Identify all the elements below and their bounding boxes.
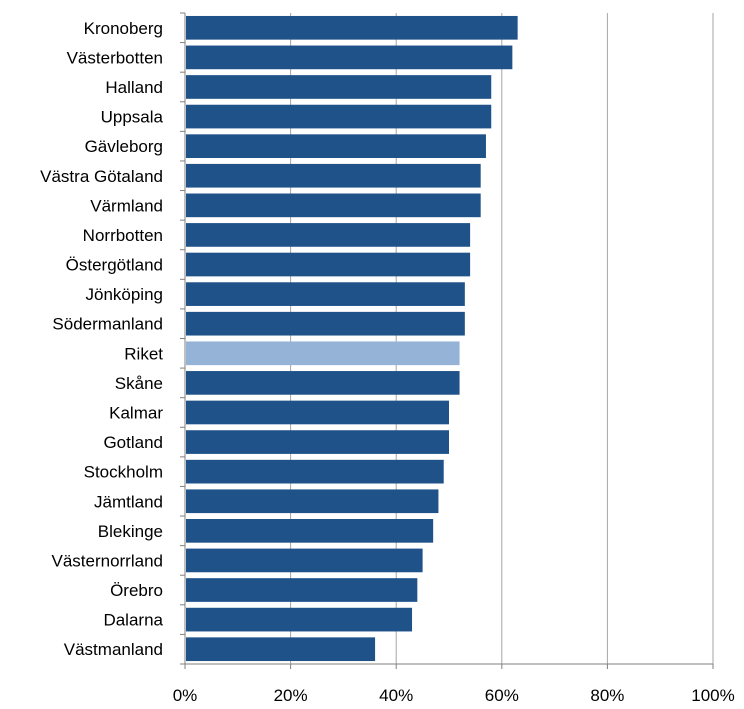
category-label: Jämtland	[94, 492, 163, 511]
bars	[186, 15, 518, 662]
bar-Riket	[186, 341, 460, 366]
category-label: Blekinge	[98, 522, 163, 541]
bar-Jämtland	[186, 489, 439, 514]
bar-Östergötland	[186, 252, 471, 277]
category-label: Gotland	[103, 433, 163, 452]
bar-Västmanland	[186, 637, 376, 662]
bar-Kalmar	[186, 400, 449, 425]
x-tick-label: 80%	[590, 686, 624, 705]
category-label: Uppsala	[101, 108, 164, 127]
bar-Blekinge	[186, 519, 434, 543]
category-label: Jönköping	[85, 285, 163, 304]
category-label: Stockholm	[84, 463, 163, 482]
category-label: Kronoberg	[84, 19, 163, 38]
x-tick-label: 100%	[691, 686, 734, 705]
category-label: Halland	[105, 78, 163, 97]
category-labels: Kronoberg Västerbotten Halland Uppsala Gävle…	[40, 19, 163, 659]
category-label: Västmanland	[64, 640, 163, 659]
axes	[180, 12, 714, 669]
bar-Västernorrland	[186, 548, 423, 573]
category-label: Värmland	[90, 196, 163, 215]
category-label: Södermanland	[52, 315, 163, 334]
category-label: Västerbotten	[67, 48, 163, 67]
category-label: Riket	[124, 344, 163, 363]
bar-Värmland	[186, 193, 481, 218]
bar-Gävleborg	[186, 134, 486, 158]
bar-Dalarna	[186, 607, 413, 632]
category-label: Östergötland	[66, 256, 163, 275]
bar-Gotland	[186, 430, 449, 454]
bar-Södermanland	[186, 311, 465, 336]
x-tick-label: 60%	[485, 686, 519, 705]
category-label: Dalarna	[103, 611, 163, 630]
category-label: Västernorrland	[51, 551, 163, 570]
x-tick-label: 40%	[379, 686, 413, 705]
bar-Uppsala	[186, 104, 492, 129]
bar-Örebro	[186, 578, 418, 602]
x-tick-label: 0%	[173, 686, 198, 705]
category-label: Västra Götaland	[40, 167, 163, 186]
category-label: Norrbotten	[83, 226, 163, 245]
bar-Norrbotten	[186, 223, 471, 247]
category-label: Örebro	[110, 581, 163, 600]
bar-Jönköping	[186, 282, 465, 306]
x-tick-labels: 0% 20% 40% 60% 80% 100%	[173, 686, 735, 705]
bar-Västra Götaland	[186, 163, 481, 188]
category-label: Skåne	[115, 374, 163, 393]
bar-Stockholm	[186, 459, 444, 484]
bar-Skåne	[186, 371, 460, 395]
category-label: Gävleborg	[85, 137, 163, 156]
bar-Halland	[186, 75, 492, 99]
bar-Västerbotten	[186, 45, 513, 70]
x-tick-label: 20%	[274, 686, 308, 705]
bar-Kronoberg	[186, 15, 518, 40]
category-label: Kalmar	[109, 403, 163, 422]
